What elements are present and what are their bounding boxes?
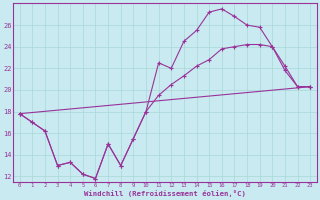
X-axis label: Windchill (Refroidissement éolien,°C): Windchill (Refroidissement éolien,°C) <box>84 190 246 197</box>
